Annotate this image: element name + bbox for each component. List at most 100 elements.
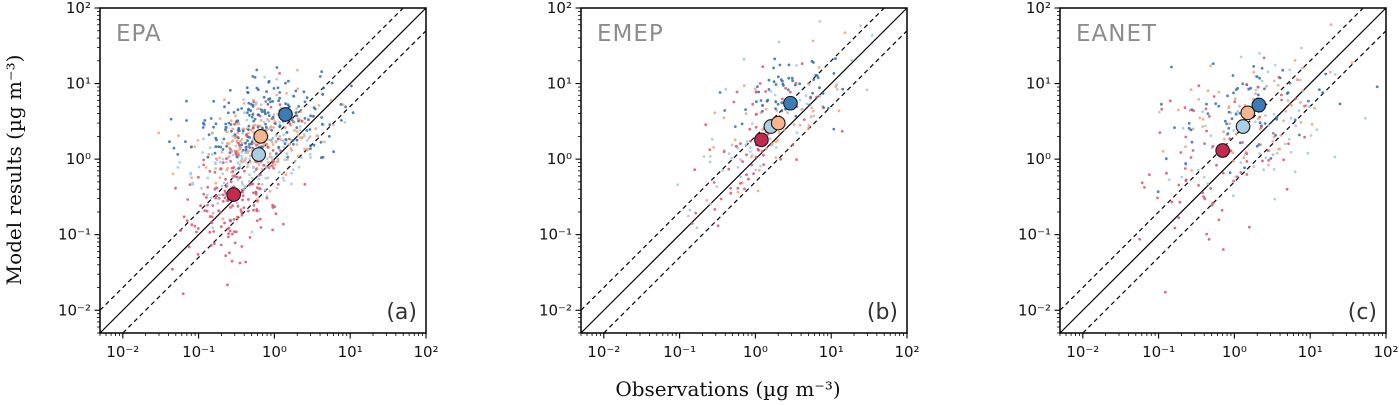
scatter-dot: [757, 90, 761, 94]
scatter-dot: [266, 102, 270, 106]
scatter-dot: [805, 102, 809, 106]
scatter-dot: [275, 66, 279, 69]
mean-marker-dark-blue: [1251, 97, 1267, 113]
scatter-dot: [221, 193, 225, 197]
scatter-dot: [300, 156, 303, 160]
scatter-dot: [1164, 157, 1168, 161]
scatter-dot: [818, 94, 822, 98]
scatter-dot: [237, 153, 240, 157]
scatter-dot: [253, 76, 257, 79]
scatter-dot: [800, 108, 803, 111]
scatter-dot: [238, 261, 242, 265]
scatter-dot: [754, 90, 758, 94]
scatter-dot: [814, 73, 818, 77]
scatter-dot: [1207, 237, 1211, 241]
scatter-dot: [818, 20, 822, 23]
scatter-dot: [1315, 128, 1319, 132]
scatter-dot: [1238, 104, 1241, 108]
x-tick-label: 10⁻¹: [663, 343, 696, 361]
scatter-dot: [290, 182, 293, 186]
scatter-dot: [1293, 59, 1297, 62]
scatter-dot: [744, 143, 748, 147]
scatter-dot: [252, 204, 256, 207]
scatter-dot: [224, 177, 228, 181]
scatter-dot: [1272, 112, 1276, 116]
scatter-dot: [266, 118, 269, 121]
scatter-dot: [818, 86, 821, 90]
scatter-dot: [1236, 175, 1239, 179]
scatter-dot: [1264, 114, 1267, 117]
scatter-dot: [1205, 232, 1209, 236]
scatter-dot: [240, 210, 244, 214]
scatter-dot: [210, 244, 213, 247]
y-tick-label: 10¹: [66, 75, 91, 93]
scatter-dot: [241, 194, 245, 198]
scatter-dot: [817, 66, 821, 69]
scatter-dot: [240, 180, 244, 184]
scatter-dot: [344, 105, 347, 109]
scatter-dot: [276, 86, 280, 90]
scatter-dot: [225, 130, 229, 134]
scatter-dot: [293, 159, 297, 163]
scatter-dot: [1364, 116, 1367, 120]
scatter-dot: [276, 183, 280, 186]
scatter-dot: [229, 206, 232, 209]
scatter-dot: [228, 88, 232, 92]
scatter-dot: [1299, 101, 1302, 104]
scatter-dot: [727, 152, 731, 156]
scatter-dot: [1293, 118, 1297, 122]
scatter-dot: [1242, 156, 1246, 160]
scatter-dot: [1228, 122, 1232, 125]
scatter-dot: [281, 222, 285, 226]
scatter-dot: [332, 150, 336, 154]
scatter-dot: [264, 165, 268, 169]
scatter-dot: [241, 132, 245, 135]
scatter-dot: [1190, 140, 1194, 144]
scatter-dot: [1245, 173, 1249, 176]
scatter-dot: [693, 168, 697, 172]
scatter-dot: [1294, 97, 1297, 101]
scatter-dot: [716, 224, 720, 228]
scatter-dot: [782, 128, 786, 132]
scatter-dot: [1324, 72, 1328, 76]
scatter-dot: [1248, 225, 1251, 229]
scatter-dot: [1143, 186, 1146, 189]
scatter-dot: [244, 141, 247, 145]
scatter-dot: [1260, 66, 1264, 70]
scatter-dot: [305, 139, 309, 143]
scatter-dot: [233, 174, 236, 178]
panel-letter-b: (b): [867, 300, 898, 325]
scatter-dot: [266, 160, 270, 164]
scatter-dot: [227, 155, 231, 158]
scatter-dot: [802, 118, 806, 121]
scatter-dot: [313, 107, 317, 111]
scatter-dot: [1297, 109, 1301, 112]
scatter-dot: [1232, 159, 1235, 163]
scatter-dot: [773, 93, 777, 97]
scatter-dot: [1252, 165, 1256, 169]
scatter-dot: [1260, 79, 1264, 83]
scatter-dot: [735, 90, 739, 94]
scatter-dot: [247, 179, 251, 183]
scatter-dot: [246, 139, 249, 143]
scatter-dot: [319, 156, 323, 160]
scatter-dot: [238, 146, 242, 150]
scatter-dot: [787, 76, 791, 80]
scatter-dot: [250, 182, 254, 186]
scatter-dot: [1211, 144, 1215, 148]
scatter-dot: [832, 127, 836, 131]
scatter-dot: [246, 165, 249, 169]
scatter-dot: [287, 79, 290, 83]
panel-title-eanet: EANET: [1076, 21, 1157, 47]
scatter-dot: [234, 136, 237, 140]
scatter-dot: [1205, 129, 1208, 133]
scatter-dot: [708, 154, 712, 158]
panel-title-epa: EPA: [116, 21, 162, 47]
scatter-dot: [1256, 85, 1260, 89]
scatter-dot: [1294, 124, 1298, 128]
scatter-dot: [260, 103, 263, 107]
scatter-dot: [255, 86, 259, 90]
scatter-dot: [1207, 115, 1211, 118]
scatter-dot: [270, 140, 274, 144]
